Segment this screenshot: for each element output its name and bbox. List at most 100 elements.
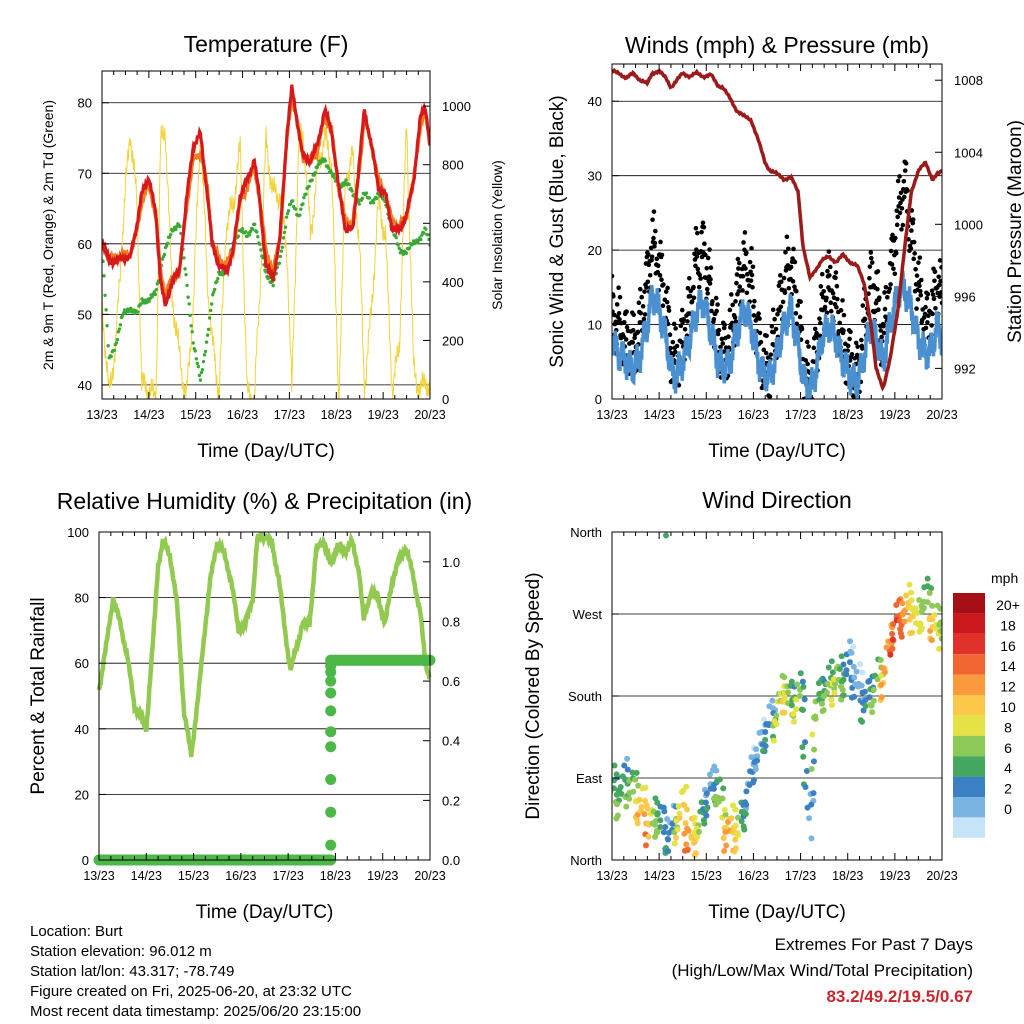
gust-point bbox=[875, 286, 880, 292]
gust-point bbox=[773, 326, 779, 332]
gust-point bbox=[655, 269, 661, 275]
direction-ytick-label: North bbox=[570, 853, 602, 868]
speed-legend-label: 16 bbox=[1000, 638, 1016, 654]
dewpoint-point bbox=[136, 310, 140, 314]
gust-point bbox=[638, 310, 644, 316]
wind-line bbox=[612, 271, 942, 399]
gust-point bbox=[733, 319, 739, 324]
gust-point bbox=[786, 246, 791, 252]
temperature-ytick-right-label: 800 bbox=[442, 158, 464, 173]
direction-point bbox=[818, 700, 825, 707]
gust-point bbox=[733, 299, 738, 304]
rainfall-point bbox=[325, 806, 337, 818]
humidity-xtick-label: 15/23 bbox=[178, 869, 209, 883]
gust-point bbox=[658, 239, 663, 245]
dewpoint-point bbox=[301, 202, 305, 206]
gust-point bbox=[691, 284, 696, 290]
direction-point bbox=[908, 589, 915, 596]
humidity-xtick-label: 19/23 bbox=[367, 869, 398, 883]
dewpoint-point bbox=[104, 308, 108, 312]
gust-point bbox=[753, 318, 759, 323]
direction-point bbox=[663, 532, 670, 539]
gust-point bbox=[826, 249, 832, 254]
dewpoint-point bbox=[360, 196, 365, 201]
gust-point bbox=[748, 278, 754, 283]
gust-point bbox=[914, 306, 919, 311]
gust-point bbox=[834, 283, 840, 289]
gust-point bbox=[784, 234, 790, 240]
gust-point bbox=[612, 273, 615, 279]
gust-point bbox=[771, 329, 776, 335]
temperature-xlabel: Time (Day/UTC) bbox=[197, 441, 335, 462]
gust-point bbox=[879, 334, 884, 340]
direction-point bbox=[722, 811, 729, 818]
gust-point bbox=[705, 291, 710, 296]
extremes-subtitle: (High/Low/Max Wind/Total Precipitation) bbox=[671, 961, 973, 980]
direction-point bbox=[773, 721, 780, 728]
gust-point bbox=[667, 332, 673, 337]
gust-point bbox=[792, 259, 798, 265]
direction-point bbox=[909, 629, 916, 636]
dewpoint-point bbox=[152, 290, 156, 294]
direction-point bbox=[743, 801, 750, 808]
direction-point bbox=[683, 841, 690, 848]
direction-point bbox=[632, 776, 639, 783]
direction-ytick-label: West bbox=[573, 607, 603, 622]
winds-xlabel: Time (Day/UTC) bbox=[708, 441, 846, 462]
dewpoint-point bbox=[278, 254, 283, 259]
gust-point bbox=[894, 222, 900, 228]
gust-point bbox=[827, 273, 832, 278]
gust-point bbox=[838, 308, 844, 313]
gust-point bbox=[727, 307, 733, 313]
gust-point bbox=[659, 252, 665, 258]
direction-point bbox=[710, 785, 717, 792]
dewpoint-point bbox=[203, 349, 208, 354]
dewpoint-point bbox=[281, 236, 286, 240]
dewpoint-point bbox=[140, 297, 144, 301]
rainfall-point bbox=[325, 741, 337, 753]
gust-point bbox=[769, 324, 775, 329]
direction-point bbox=[614, 812, 621, 819]
gust-point bbox=[806, 344, 811, 349]
gust-point bbox=[682, 326, 688, 332]
dewpoint-point bbox=[189, 324, 193, 328]
winds-title: Winds (mph) & Pressure (mb) bbox=[625, 32, 929, 58]
direction-point bbox=[634, 820, 641, 827]
gust-point bbox=[875, 269, 881, 274]
direction-point bbox=[641, 811, 648, 818]
gust-point bbox=[726, 334, 731, 339]
gust-point bbox=[624, 309, 629, 314]
dewpoint-point bbox=[407, 246, 412, 250]
gust-point bbox=[899, 227, 904, 232]
direction-point bbox=[732, 836, 739, 843]
gust-point bbox=[668, 345, 673, 351]
direction-point bbox=[920, 605, 927, 612]
dewpoint-point bbox=[290, 199, 295, 203]
direction-point bbox=[638, 804, 645, 811]
humidity-ytick-right-label: 0.4 bbox=[442, 734, 460, 749]
direction-point bbox=[861, 688, 868, 695]
winds-ytick-right-label: 1008 bbox=[954, 73, 983, 88]
temperature-ytick-label: 80 bbox=[78, 96, 92, 111]
direction-point bbox=[898, 633, 905, 640]
gust-point bbox=[938, 278, 942, 284]
gust-point bbox=[707, 281, 713, 286]
dewpoint-point bbox=[143, 298, 147, 302]
gust-point bbox=[670, 339, 676, 345]
humidity-xtick-label: 18/23 bbox=[320, 869, 351, 883]
gust-point bbox=[791, 246, 796, 252]
direction-point bbox=[722, 828, 729, 835]
gust-point bbox=[757, 330, 763, 336]
gust-point bbox=[841, 328, 846, 333]
gust-point bbox=[749, 272, 755, 278]
direction-point bbox=[682, 820, 689, 827]
gust-point bbox=[644, 285, 649, 290]
winds-xtick-label: 14/23 bbox=[644, 408, 675, 422]
gust-point bbox=[704, 265, 710, 271]
gust-point bbox=[641, 316, 647, 322]
direction-point bbox=[732, 806, 739, 813]
dewpoint-point bbox=[201, 359, 206, 364]
gust-point bbox=[936, 282, 942, 288]
direction-point bbox=[723, 842, 730, 849]
direction-ytick-label: North bbox=[570, 525, 602, 540]
